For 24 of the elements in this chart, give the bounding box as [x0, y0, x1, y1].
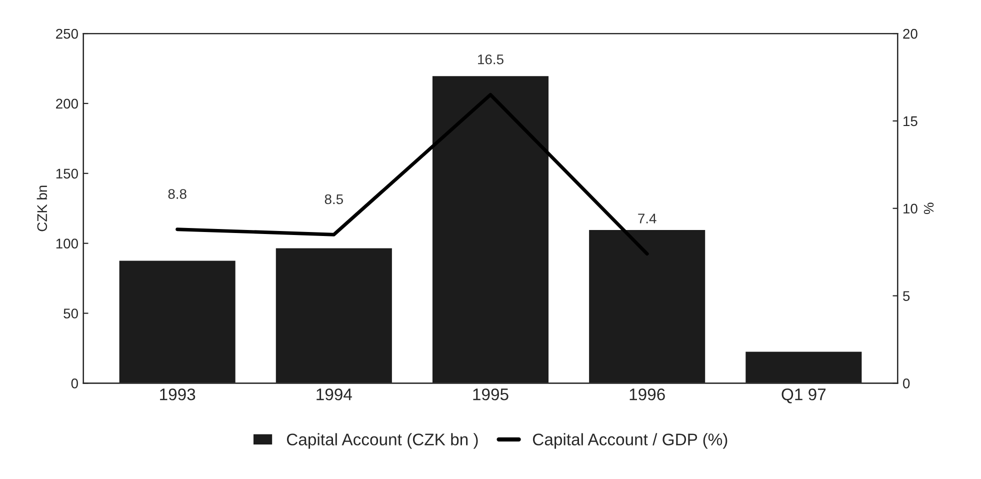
y-tick-label: 150 — [56, 168, 78, 179]
y2-axis-title: % — [924, 202, 934, 214]
data-label: 7.4 — [638, 214, 656, 224]
legend-label: Capital Account (CZK bn ) — [286, 433, 478, 449]
data-label: 16.5 — [478, 54, 504, 64]
y2-tick-label: 15 — [904, 116, 918, 126]
data-label: 8.5 — [324, 194, 343, 204]
y-tick-label: 50 — [64, 308, 78, 318]
y-tick-label: 200 — [56, 98, 78, 109]
x-tick-label: 1995 — [473, 388, 508, 400]
y2-tick-label: 0 — [903, 378, 910, 388]
y2-tick-label: 10 — [904, 204, 918, 214]
x-tick-label: 1993 — [160, 388, 196, 400]
data-label: 8.8 — [168, 189, 186, 199]
y-tick-label: 0 — [71, 378, 78, 388]
y-tick-label: 250 — [56, 28, 78, 39]
x-tick-label: Q1 97 — [782, 388, 826, 404]
y-tick-label: 100 — [56, 238, 78, 248]
y2-tick-label: 20 — [903, 28, 918, 39]
y-axis-title: CZK bn — [36, 186, 48, 232]
x-tick-label: 1996 — [630, 388, 665, 400]
legend-label: Capital Account / GDP (%) — [532, 433, 728, 449]
x-tick-label: 1994 — [316, 388, 352, 400]
y2-tick-label: 5 — [903, 291, 910, 301]
